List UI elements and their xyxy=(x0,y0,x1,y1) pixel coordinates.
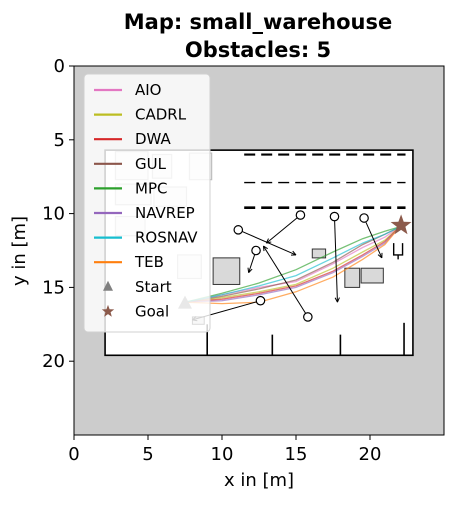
goal-marker-post xyxy=(392,243,404,260)
trajectory-mpc xyxy=(184,226,400,303)
trajectory-cadrl xyxy=(184,226,401,303)
legend-label-cadrl: CADRL xyxy=(135,106,187,124)
static-box-4 xyxy=(311,248,327,259)
y-tick-label-15: 15 xyxy=(42,277,65,298)
obstacle-path-3 xyxy=(266,214,301,244)
static-box-2 xyxy=(344,267,361,288)
legend-label-navrep: NAVREP xyxy=(135,204,195,222)
legend-label-aio: AIO xyxy=(135,81,162,99)
trajectory-rosnav xyxy=(184,226,400,303)
obstacle-4 xyxy=(329,211,340,222)
y-tick-label-5: 5 xyxy=(54,130,65,151)
static-box-1 xyxy=(212,257,241,285)
trajectory-navrep xyxy=(184,226,401,303)
legend-goal-symbol xyxy=(101,304,115,317)
y-tick-label-0: 0 xyxy=(54,56,65,77)
legend-start-symbol xyxy=(103,280,113,291)
legend-label-gul: GUL xyxy=(135,155,167,173)
obstacle-arrow-6 xyxy=(262,245,268,252)
static-box-3 xyxy=(360,267,384,284)
obstacle-arrow-5 xyxy=(377,252,383,259)
dynamic-obstacles-layer xyxy=(192,210,383,322)
chart-title: Map: small_warehouse xyxy=(124,10,393,34)
x-tick-label-5: 5 xyxy=(142,444,153,465)
y-tick-label-10: 10 xyxy=(42,204,65,225)
obstacle-2 xyxy=(251,245,261,256)
obstacle-7 xyxy=(255,295,266,306)
x-axis-label: x in [m] xyxy=(224,470,294,491)
plot-frame xyxy=(73,65,445,436)
trajectories-layer xyxy=(184,226,401,305)
y-tick-label-20: 20 xyxy=(42,351,65,372)
obstacle-1 xyxy=(233,225,244,235)
x-tick-label-15: 15 xyxy=(285,444,308,465)
trajectory-dwa xyxy=(184,226,401,303)
chart-subtitle: Obstacles: 5 xyxy=(185,38,331,62)
legend: AIO CADRL DWA GUL MPC NAVREP ROSNAV TEB Start Goa… xyxy=(83,73,211,333)
obstacle-arrow-1 xyxy=(290,250,297,256)
obstacle-arrow-3 xyxy=(265,238,272,244)
obstacle-arrow-4 xyxy=(334,297,340,303)
obstacle-path-5 xyxy=(363,217,383,259)
obstacle-arrow-2 xyxy=(247,267,253,273)
legend-label-rosnav: ROSNAV xyxy=(135,229,198,247)
obstacle-5 xyxy=(359,213,369,223)
x-tick-label-20: 20 xyxy=(359,444,382,465)
obstacle-3 xyxy=(295,210,306,220)
x-tick-label-10: 10 xyxy=(211,444,234,465)
legend-label-dwa: DWA xyxy=(135,130,172,148)
axes-layer: 0 5 10 15 20 0 5 10 15 20 xyxy=(42,56,381,465)
legend-label-start: Start xyxy=(135,278,172,296)
obstacle-path-4 xyxy=(333,216,338,303)
obstacle-6 xyxy=(303,312,313,322)
legend-label-goal: Goal xyxy=(135,302,169,320)
y-axis-label: y in [m] xyxy=(9,216,30,286)
legend-label-teb: TEB xyxy=(134,253,164,271)
obstacle-path-6 xyxy=(263,245,309,318)
goal-marker xyxy=(390,214,412,235)
trajectory-teb xyxy=(184,226,401,305)
legend-label-mpc: MPC xyxy=(135,179,167,197)
x-tick-label-0: 0 xyxy=(68,444,79,465)
